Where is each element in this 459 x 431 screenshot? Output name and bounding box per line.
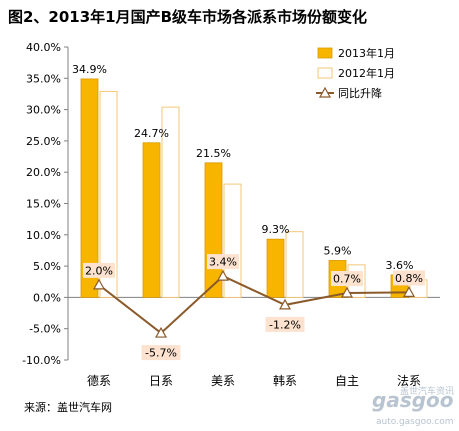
legend-label-2013: 2013年1月 [338,46,395,60]
x-tick-label: 日系 [149,374,173,388]
y-tick-label: 35.0% [26,72,61,85]
change-value-label: -1.2% [269,318,301,331]
bar-value-label: 34.9% [72,63,107,76]
legend-swatch-2012 [317,67,333,79]
watermark-logo: gasgoo [372,388,454,412]
y-tick-label: -5.0% [29,323,61,336]
data-labels: 34.9% 24.7% 21.5% 9.3% 5.9% 3.6% 2.0% -5.7% 3.4%… [72,63,425,361]
y-tick-label: 20.0% [26,166,61,179]
bar-2013 [80,78,99,298]
x-tick-label: 自主 [335,374,359,388]
change-line [92,269,416,338]
change-value-label: 2.0% [85,264,113,277]
axes: -10.0% -5.0% 0.0% 5.0% 10.0% 15.0% 20.0% 25.0% 3… [22,41,440,388]
y-tick-label: -10.0% [22,354,61,367]
change-label-bg [331,271,363,287]
legend-line-marker [318,86,332,98]
bar-value-label: 24.7% [134,127,169,140]
bar-value-label: 9.3% [262,223,290,236]
legend-swatch-2013 [317,47,333,59]
x-tick-label: 美系 [211,374,235,388]
chart-title: 图2、2013年1月国产B级车市场各派系市场份额变化 [8,8,367,26]
change-marker [216,269,230,281]
change-marker [278,298,292,310]
watermark: gasgoo auto.gasgoo.com 盖世汽车资讯 [372,385,454,427]
change-label-bg [83,262,115,278]
x-tick-label: 德系 [87,373,111,388]
change-marker [154,326,168,338]
watermark-url: auto.gasgoo.com [376,417,454,427]
y-tick-label: 25.0% [26,135,61,148]
legend-label-change: 同比升降 [338,86,382,100]
change-marker [402,286,416,297]
legend-label-2012: 2012年1月 [338,66,395,80]
change-line-path [98,274,410,335]
change-label-bg [141,345,181,361]
bar-2013 [266,238,285,298]
change-label-bg [393,270,425,286]
bar-value-label: 5.9% [324,244,352,257]
watermark-tagline: 盖世汽车资讯 [400,385,454,397]
y-tick-label: 0.0% [33,291,61,304]
bar-2013 [142,142,161,298]
y-tick-label: 30.0% [26,104,61,117]
change-marker [92,278,106,290]
change-label-bg [265,316,305,332]
bar-2012 [99,90,118,298]
change-value-label: 0.8% [395,272,423,285]
change-value-label: 0.7% [333,273,361,286]
y-tick-label: 10.0% [26,229,61,242]
x-tick-label: 法系 [397,374,421,388]
x-tick-label: 韩系 [273,373,297,388]
bar-2012 [161,106,180,298]
bar-value-label: 21.5% [196,147,231,160]
bar-value-label: 3.6% [386,259,414,272]
y-tick-label: 5.0% [33,260,61,273]
change-label-bg [207,254,239,270]
bar-2012 [285,231,304,298]
change-marker [340,286,354,298]
y-tick-label: 40.0% [26,41,61,54]
source-note: 来源：盖世汽车网 [24,400,112,414]
change-value-label: -5.7% [145,347,177,360]
bars [80,78,428,298]
change-value-label: 3.4% [209,256,237,269]
y-tick-label: 15.0% [26,198,61,211]
